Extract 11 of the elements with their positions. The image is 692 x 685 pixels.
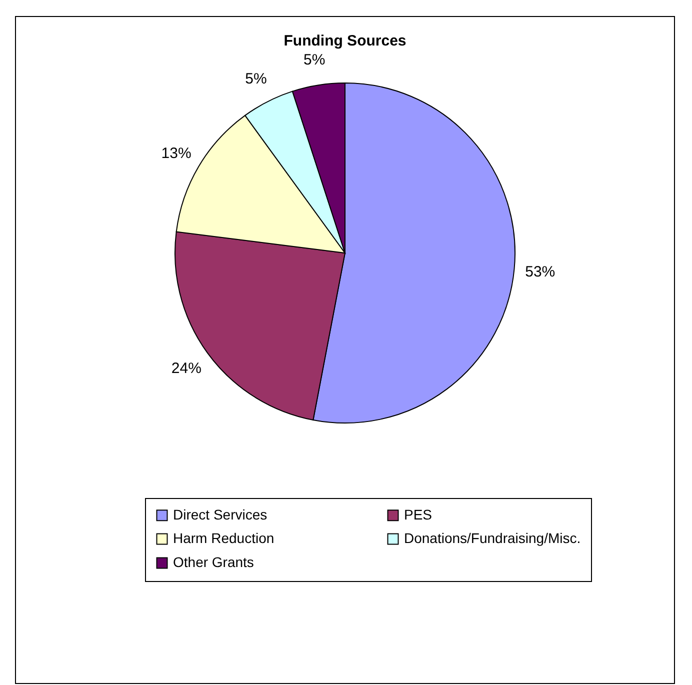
legend-label: Donations/Fundraising/Misc.	[404, 530, 581, 546]
chart-title: Funding Sources	[284, 32, 406, 50]
legend-label: PES	[404, 506, 432, 522]
data-label: 53%	[525, 263, 556, 280]
data-label: 5%	[245, 70, 267, 88]
legend-label: Other Grants	[173, 554, 254, 570]
legend-label: Direct Services	[173, 506, 268, 522]
data-label: 24%	[171, 360, 202, 378]
data-label: 5%	[303, 51, 326, 68]
data-label: 13%	[161, 145, 192, 162]
legend-label: Harm Reduction	[173, 530, 274, 546]
